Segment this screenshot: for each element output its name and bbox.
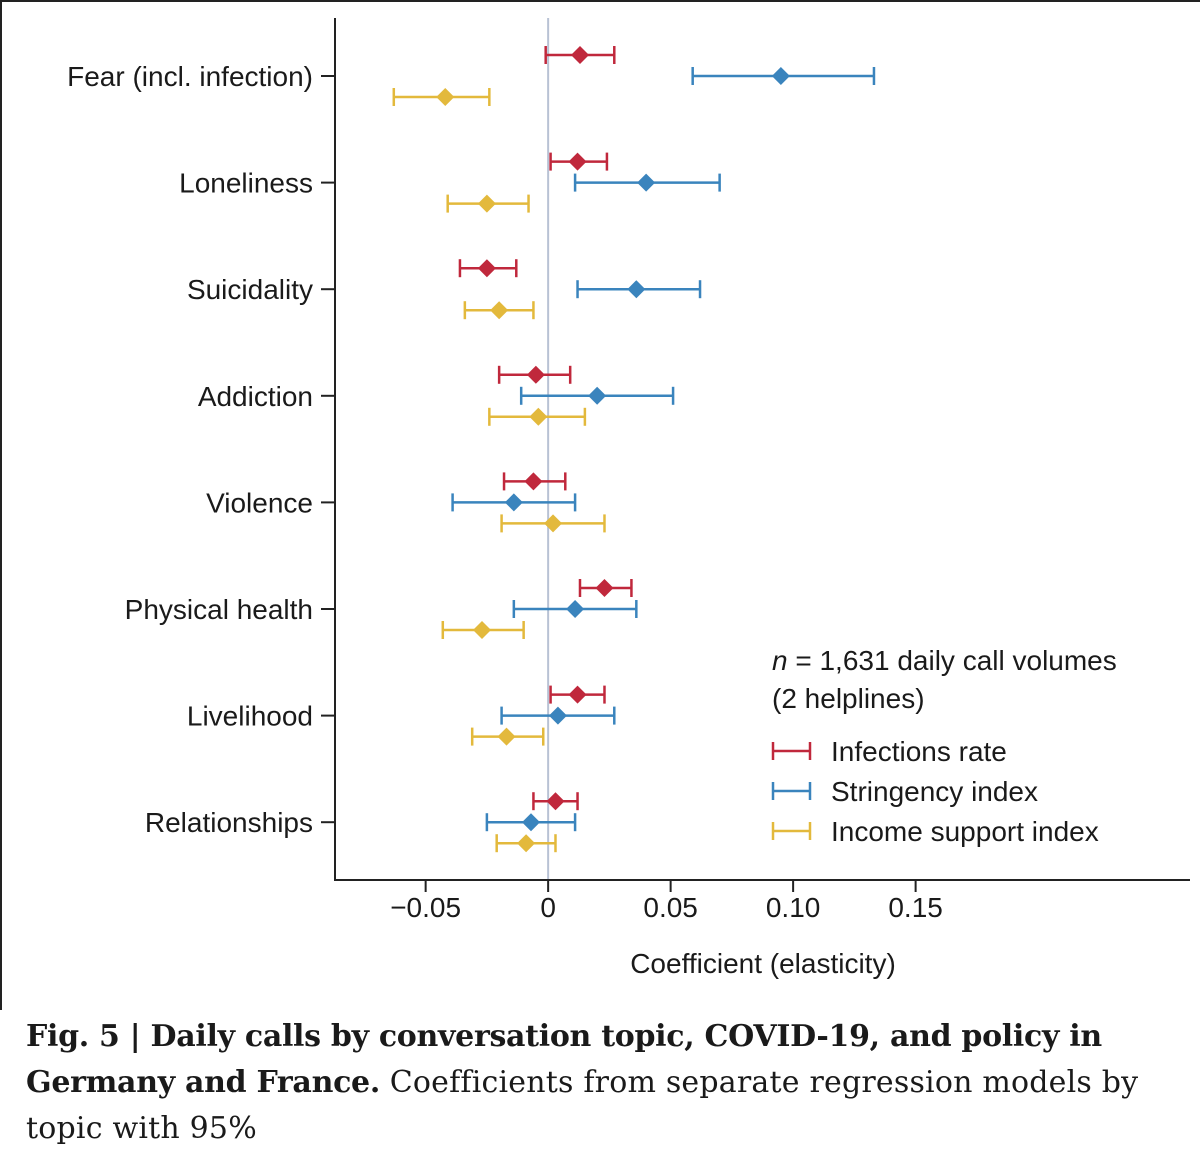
category-label: Suicidality bbox=[187, 274, 313, 305]
category-label: Physical health bbox=[125, 594, 313, 625]
top-rule bbox=[0, 0, 1200, 2]
x-tick-label: 0.15 bbox=[888, 892, 943, 923]
series-stringency-index bbox=[451, 67, 876, 832]
estimate-point bbox=[490, 301, 509, 320]
estimate-point bbox=[566, 600, 585, 618]
legend-label: Income support index bbox=[831, 816, 1099, 847]
estimate-point bbox=[546, 792, 565, 811]
x-axis-label: Coefficient (elasticity) bbox=[630, 948, 896, 979]
estimate-point bbox=[526, 365, 545, 384]
series-infections-rate bbox=[458, 46, 633, 811]
x-tick-label: −0.05 bbox=[390, 892, 461, 923]
legend-label: Stringency index bbox=[831, 776, 1038, 807]
category-label: Relationships bbox=[145, 807, 313, 838]
estimate-point bbox=[524, 472, 543, 491]
estimate-point bbox=[627, 280, 646, 299]
estimate-point bbox=[544, 514, 563, 533]
estimate-point bbox=[570, 46, 589, 64]
x-tick-label: 0.10 bbox=[766, 892, 821, 923]
category-label: Livelihood bbox=[187, 701, 313, 732]
estimate-point bbox=[497, 727, 516, 746]
category-label: Loneliness bbox=[179, 168, 313, 199]
estimate-point bbox=[568, 152, 587, 171]
estimate-point bbox=[771, 67, 790, 85]
estimate-point bbox=[595, 579, 614, 597]
estimate-point bbox=[529, 407, 548, 426]
estimate-point bbox=[472, 621, 491, 639]
estimate-point bbox=[568, 685, 587, 704]
legend-note-n: n bbox=[772, 645, 788, 676]
estimate-point bbox=[517, 834, 536, 853]
estimate-point bbox=[436, 88, 455, 106]
estimate-point bbox=[504, 493, 523, 512]
left-rule bbox=[0, 0, 2, 1010]
estimate-point bbox=[548, 706, 567, 725]
category-label: Violence bbox=[206, 487, 313, 518]
forest-plot: Fear (incl. infection) Loneliness Suicidal… bbox=[67, 18, 1190, 979]
legend: n = 1,631 daily call volumes (2 helpline… bbox=[771, 645, 1117, 847]
estimate-point bbox=[477, 194, 496, 213]
estimate-point bbox=[588, 386, 607, 405]
figure-caption: Fig. 5 | Daily calls by conversation top… bbox=[26, 1014, 1186, 1152]
estimate-point bbox=[637, 173, 656, 192]
series-income-support-index bbox=[392, 88, 606, 853]
caption-title: Fig. 5 | Daily calls by conversation top… bbox=[26, 1019, 1102, 1100]
legend-note-line1: n = 1,631 daily call volumes bbox=[772, 645, 1117, 676]
legend-label: Infections rate bbox=[831, 736, 1007, 767]
legend-note-line2: (2 helplines) bbox=[772, 683, 925, 714]
estimate-point bbox=[477, 259, 496, 278]
category-label: Fear (incl. infection) bbox=[67, 61, 313, 92]
legend-note-rest: = 1,631 daily call volumes bbox=[788, 645, 1117, 676]
category-label: Addiction bbox=[198, 381, 313, 412]
x-tick-label: 0 bbox=[540, 892, 556, 923]
x-tick-label: 0.05 bbox=[643, 892, 698, 923]
estimate-point bbox=[521, 813, 540, 832]
